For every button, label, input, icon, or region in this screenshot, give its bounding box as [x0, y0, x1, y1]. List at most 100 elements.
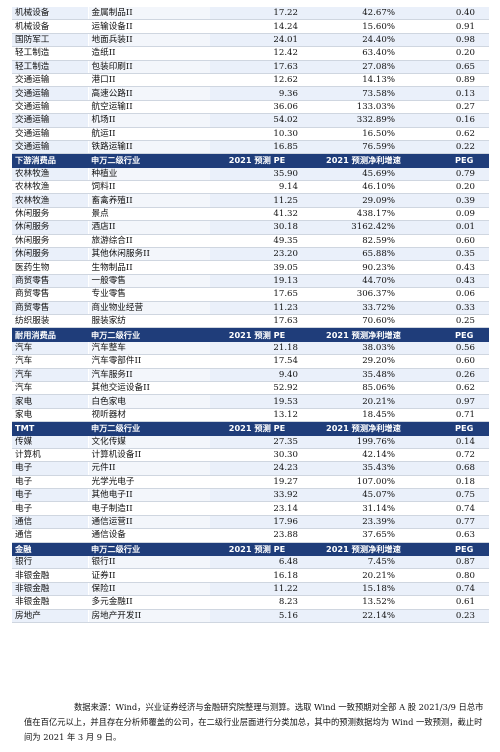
peg-cell: 0.65 — [425, 60, 489, 74]
industry-cell: 交通运输 — [12, 100, 89, 115]
sub-industry-cell: 汽车零部件II — [88, 354, 210, 369]
group-header-row: 金融 申万二级行业 2021 预测 PE 2021 预测净利增速 PEG — [12, 542, 489, 557]
pe-cell: 16.18 — [210, 568, 304, 583]
sub-industry-cell: 银行II — [88, 555, 210, 570]
column-header-peg: PEG — [425, 421, 489, 436]
pe-cell: 23.88 — [210, 528, 304, 543]
growth-cell: 85.06% — [304, 381, 425, 396]
sub-industry-cell: 港口II — [88, 73, 210, 88]
industry-cell: 家电 — [12, 394, 89, 409]
sub-industry-cell: 白色家电 — [88, 394, 210, 409]
group-name: 金融 — [12, 542, 88, 557]
peg-cell: 0.74 — [425, 582, 489, 597]
peg-cell: 0.87 — [425, 555, 489, 570]
industry-cell: 交通运输 — [12, 86, 89, 101]
column-header-growth: 2021 预测净利增速 — [304, 327, 425, 342]
growth-cell: 306.37% — [304, 287, 425, 302]
column-header-peg: PEG — [425, 327, 489, 342]
table-row: 汽车 汽车整车 21.18 38.03% 0.56 — [12, 341, 489, 356]
sub-industry-cell: 运输设备II — [88, 19, 210, 34]
peg-cell: 0.68 — [425, 461, 489, 476]
growth-cell: 438.17% — [304, 207, 425, 222]
peg-cell: 0.13 — [425, 86, 489, 101]
pe-cell: 17.54 — [210, 354, 304, 369]
peg-cell: 0.06 — [425, 287, 489, 302]
pe-cell: 49.35 — [210, 234, 304, 249]
sub-industry-cell: 证券II — [88, 568, 210, 583]
pe-cell: 39.05 — [210, 260, 304, 275]
pe-cell: 12.42 — [210, 46, 304, 61]
column-header-pe: 2021 预测 PE — [210, 421, 304, 436]
sub-industry-cell: 汽车整车 — [88, 341, 210, 356]
industry-cell: 电子 — [12, 501, 89, 516]
column-header-growth: 2021 预测净利增速 — [304, 421, 425, 436]
pe-cell: 41.32 — [210, 207, 304, 222]
sub-industry-cell: 畜禽养殖II — [88, 193, 210, 208]
industry-cell: 纺织服装 — [12, 314, 89, 329]
pe-cell: 24.01 — [210, 33, 304, 48]
table-row: 非银金融 多元金融II 8.23 13.52% 0.61 — [12, 595, 489, 610]
table-row: 通信 通信设备 23.88 37.65% 0.63 — [12, 528, 489, 543]
column-header-pe: 2021 预测 PE — [210, 542, 304, 557]
peg-cell: 0.43 — [425, 274, 489, 289]
peg-cell: 0.20 — [425, 180, 489, 195]
sub-industry-cell: 通信运营II — [88, 515, 210, 530]
sub-industry-cell: 商业物业经营 — [88, 301, 210, 315]
table-row: 非银金融 保险II 11.22 15.18% 0.74 — [12, 582, 489, 597]
growth-cell: 23.39% — [304, 515, 425, 530]
industry-cell: 休闲服务 — [12, 247, 89, 262]
sub-industry-cell: 通信设备 — [88, 528, 210, 543]
sub-industry-cell: 文化传媒 — [88, 435, 210, 449]
sub-industry-cell: 航运II — [88, 127, 210, 141]
industry-cell: 非银金融 — [12, 568, 89, 583]
group-header-row: 下游消费品 申万二级行业 2021 预测 PE 2021 预测净利增速 PEG — [12, 153, 489, 168]
sub-industry-cell: 元件II — [88, 461, 210, 476]
pe-cell: 17.22 — [210, 7, 304, 21]
table-row: 医药生物 生物制品II 39.05 90.23% 0.43 — [12, 260, 489, 275]
column-header-growth: 2021 预测净利增速 — [304, 153, 425, 168]
peg-cell: 0.09 — [425, 207, 489, 222]
industry-cell: 银行 — [12, 555, 89, 570]
table-row: 家电 视听器材 13.12 18.45% 0.71 — [12, 408, 489, 423]
table-row: 轻工制造 造纸II 12.42 63.40% 0.20 — [12, 46, 489, 61]
growth-cell: 13.52% — [304, 595, 425, 610]
group-name: 下游消费品 — [12, 153, 88, 168]
sub-industry-cell: 汽车服务II — [88, 368, 210, 382]
peg-cell: 0.62 — [425, 381, 489, 396]
table-row: 机械设备 金属制品II 17.22 42.67% 0.40 — [12, 7, 489, 21]
industry-cell: 机械设备 — [12, 7, 89, 21]
table-row: 轻工制造 包装印刷II 17.63 27.08% 0.65 — [12, 60, 489, 74]
peg-cell: 0.60 — [425, 354, 489, 369]
source-note: 数据来源：Wind，兴业证券经济与金融研究院整理与测算。选取 Wind 一致预期… — [24, 702, 484, 742]
group-header-row: 耐用消费品 申万二级行业 2021 预测 PE 2021 预测净利增速 PEG — [12, 327, 489, 342]
table-row: 房地产 房地产开发II 5.16 22.14% 0.23 — [12, 609, 489, 623]
table-row: 商贸零售 一般零售 19.13 44.70% 0.43 — [12, 274, 489, 289]
pe-cell: 11.23 — [210, 301, 304, 315]
peg-cell: 0.20 — [425, 46, 489, 61]
pe-cell: 19.53 — [210, 394, 304, 409]
growth-cell: 45.69% — [304, 167, 425, 182]
table-row: 商贸零售 专业零售 17.65 306.37% 0.06 — [12, 287, 489, 302]
table-row: 非银金融 证券II 16.18 20.21% 0.80 — [12, 568, 489, 583]
growth-cell: 15.60% — [304, 19, 425, 34]
table-row: 农林牧渔 饲料II 9.14 46.10% 0.20 — [12, 180, 489, 195]
sub-industry-cell: 造纸II — [88, 46, 210, 61]
growth-cell: 70.60% — [304, 314, 425, 329]
industry-cell: 通信 — [12, 528, 89, 543]
column-header-sub-industry: 申万二级行业 — [88, 327, 210, 342]
peg-cell: 0.33 — [425, 301, 489, 315]
table-row: 交通运输 航运II 10.30 16.50% 0.62 — [12, 127, 489, 141]
pe-cell: 6.48 — [210, 555, 304, 570]
industry-cell: 交通运输 — [12, 140, 89, 155]
column-header-sub-industry: 申万二级行业 — [88, 153, 210, 168]
table-row: 机械设备 运输设备II 14.24 15.60% 0.91 — [12, 19, 489, 34]
peg-cell: 0.56 — [425, 341, 489, 356]
growth-cell: 63.40% — [304, 46, 425, 61]
table-row: 休闲服务 酒店II 30.18 3162.42% 0.01 — [12, 220, 489, 235]
industry-cell: 汽车 — [12, 341, 89, 356]
industry-cell: 通信 — [12, 515, 89, 530]
growth-cell: 199.76% — [304, 435, 425, 449]
growth-cell: 76.59% — [304, 140, 425, 155]
growth-cell: 29.20% — [304, 354, 425, 369]
